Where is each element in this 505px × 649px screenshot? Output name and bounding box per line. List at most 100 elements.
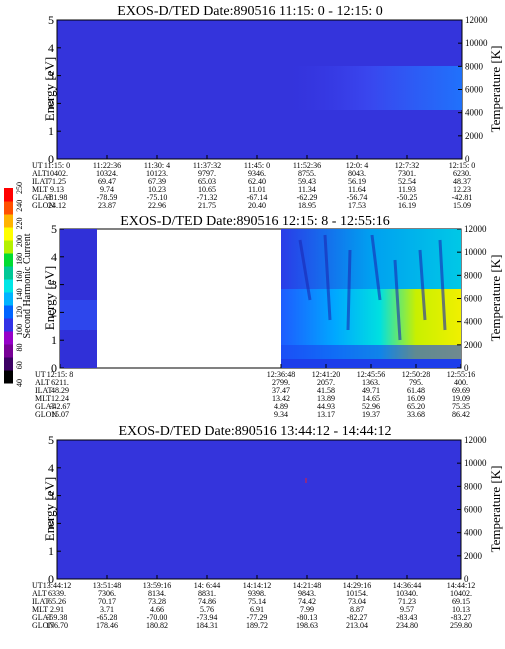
colorbar-tick-label: 250 [15,182,24,194]
orbit-value: 11.34 [298,185,316,194]
y-tick-label: 5 [48,13,54,27]
y2-tick-label: 4000 [465,108,484,118]
orbit-value: 14:44:12 [447,581,475,590]
orbit-value: 9797. [198,169,216,178]
orbit-value: 41.58 [317,386,335,395]
colorbar-swatch [4,227,13,241]
panel-1-ylabel: Energy [eV] [42,57,57,121]
orbit-value: -56.74 [347,193,368,202]
y-tick-label: 2 [51,305,57,319]
orbit-row-label: GLAT [32,613,53,622]
orbit-value: 17.53 [348,201,366,210]
orbit-value: 65.03 [198,177,216,186]
y2-tick-label: 2000 [464,340,483,350]
colorbar-swatch [4,240,13,254]
orbit-value: 10154. [346,589,368,598]
orbit-value: 19.09 [452,394,470,403]
orbit-value: 15.07 [51,410,69,419]
y-tick-label: 0 [48,152,54,166]
orbit-value: -42.67 [50,402,71,411]
orbit-value: 67.39 [148,177,166,186]
orbit-value: 2.91 [50,605,64,614]
colorbar-swatch [4,266,13,280]
orbit-row-label: MLT [32,605,48,614]
orbit-value: 1363. [362,378,380,387]
colorbar-tick-label: 160 [15,271,24,283]
orbit-value: 44.93 [317,402,335,411]
orbit-value: 37.47 [272,386,290,395]
orbit-value: 11:37:32 [193,161,221,170]
orbit-value: 13.17 [317,410,335,419]
panel-2: EXOS-D/TED Date:890516 12:15: 8 - 12:55:… [35,214,503,419]
orbit-value: 12.23 [453,185,471,194]
colorbar-swatch [4,253,13,267]
orbit-value: 71.23 [398,597,416,606]
orbit-value: -71.32 [197,193,218,202]
colorbar-swatch [4,214,13,228]
orbit-value: 16.19 [398,201,416,210]
orbit-value: 12:0: 4 [346,161,368,170]
orbit-value: 61.48 [407,386,425,395]
orbit-value: 8.87 [350,605,364,614]
orbit-row-label: MLT [32,185,48,194]
y2-tick-label: 4000 [464,528,483,538]
orbit-value: 49.71 [362,386,380,395]
orbit-value: 6230. [453,169,471,178]
orbit-value: 13:51:48 [93,581,121,590]
orbit-value: 12:55:16 [447,370,475,379]
y-tick-label: 1 [48,544,54,558]
orbit-row-label: GLON [35,410,57,419]
panel-3-plot-area [56,439,462,580]
orbit-value: 11.01 [248,185,266,194]
orbit-value: 75.14 [248,597,266,606]
orbit-value: 7.99 [300,605,314,614]
orbit-value: 14.65 [362,394,380,403]
y2-tick-label: 12000 [464,435,487,445]
y2-tick-label: 12000 [464,224,487,234]
colorbar-swatch [4,292,13,306]
panel-3-title: EXOS-D/TED Date:890516 13:44:12 - 14:44:… [119,424,392,439]
orbit-value: 234.80 [396,621,418,630]
orbit-value: 9.74 [100,185,114,194]
orbit-value: 12:15: 8 [47,370,73,379]
orbit-value: 8134. [148,589,166,598]
orbit-value: 13:44:12 [43,581,71,590]
y2-tick-label: 6000 [464,294,483,304]
colorbar-swatch [4,344,13,358]
orbit-value: 7301. [398,169,416,178]
colorbar-tick-label: 60 [15,361,24,369]
orbit-value: 33.68 [407,410,425,419]
colorbar-tick-label: 40 [15,379,24,387]
orbit-value: 14:21:48 [293,581,321,590]
panel-2-axes: 0 1 2 3 4 5 0 2000 4000 6000 8000 10000 12000 [51,222,487,375]
orbit-value: 13.42 [272,394,290,403]
orbit-value: 7306. [98,589,116,598]
y2-tick-label: 6000 [465,85,484,95]
orbit-row-label: GLAT [35,402,56,411]
y-tick-label: 0 [48,572,54,586]
y2-tick-label: 10000 [464,247,487,257]
orbit-value: 14:36:44 [393,581,421,590]
orbit-value: 10.65 [198,185,216,194]
orbit-value: 12:15: 0 [449,161,475,170]
orbit-value: 74.42 [298,597,316,606]
panel-1-title: EXOS-D/TED Date:890516 11:15: 0 - 12:15:… [117,4,382,19]
y2-tick-label: 12000 [465,15,488,25]
orbit-value: 10123. [146,169,168,178]
panel-1-axes: 0 1 2 3 4 5 0 2000 4000 6000 8000 10000 12000 [48,13,488,166]
panel-2-left-strip-low [60,300,97,330]
orbit-value: 9.34 [274,410,288,419]
colorbar-swatch [4,331,13,345]
orbit-value: 12.24 [51,394,69,403]
orbit-value: -78.59 [97,193,118,202]
orbit-value: 65.26 [48,597,66,606]
orbit-value: -59.38 [47,613,68,622]
orbit-row-label: ALT [32,169,47,178]
panel-2-title: EXOS-D/TED Date:890516 12:15: 8 - 12:55:… [120,214,389,229]
orbit-value: -80.13 [297,613,318,622]
orbit-value: 178.46 [96,621,118,630]
orbit-value: 70.17 [98,597,116,606]
orbit-value: 52.54 [398,177,416,186]
